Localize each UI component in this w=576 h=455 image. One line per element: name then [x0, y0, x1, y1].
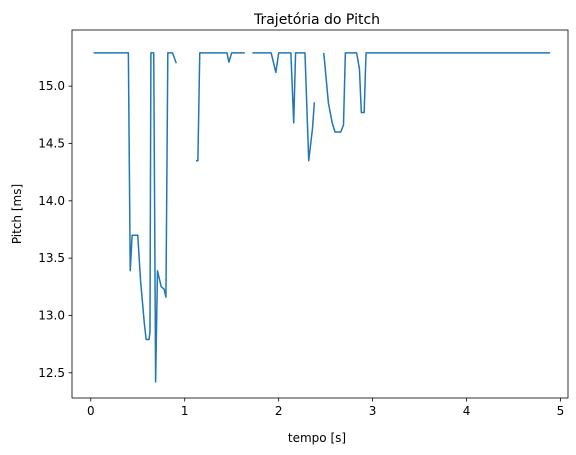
y-axis-label: Pitch [ms] — [10, 184, 24, 244]
x-tick-label: 4 — [463, 404, 471, 418]
pitch-series-line-segment — [196, 52, 245, 162]
y-tick-label: 15.0 — [38, 79, 65, 93]
y-tick-label: 14.5 — [38, 136, 65, 150]
y-tick-label: 14.0 — [38, 194, 65, 208]
x-tick-label: 0 — [87, 404, 95, 418]
x-tick-label: 2 — [275, 404, 283, 418]
x-tick-label: 5 — [557, 404, 565, 418]
pitch-series-line-segment — [323, 52, 551, 133]
y-tick-label: 12.5 — [38, 366, 65, 380]
x-tick-label: 3 — [369, 404, 377, 418]
plot-area — [93, 52, 551, 383]
x-tick-label: 1 — [181, 404, 189, 418]
axes-frame — [71, 29, 569, 399]
y-tick-label: 13.5 — [38, 251, 65, 265]
pitch-series-line-segment — [93, 52, 177, 383]
y-axis-ticks: 12.5 13.0 13.5 14.0 14.5 15.0 — [38, 79, 72, 380]
pitch-series-line-segment — [252, 52, 316, 162]
x-axis-label: tempo [s] — [288, 431, 346, 445]
chart-title: Trajetória do Pitch — [253, 12, 380, 28]
x-axis-ticks: 0 1 2 3 4 5 — [87, 398, 564, 418]
y-tick-label: 13.0 — [38, 308, 65, 322]
